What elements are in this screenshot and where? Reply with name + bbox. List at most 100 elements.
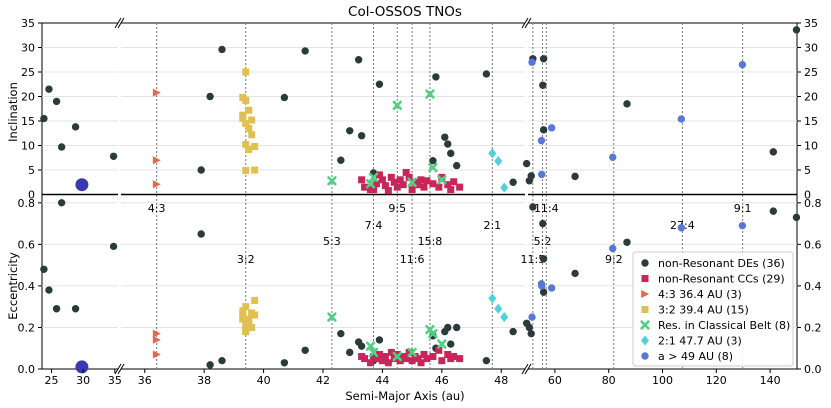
data-point bbox=[378, 176, 386, 184]
data-point bbox=[346, 127, 354, 135]
data-point bbox=[408, 357, 416, 365]
data-point bbox=[152, 156, 161, 165]
points-layer bbox=[40, 26, 801, 374]
data-point bbox=[375, 336, 384, 344]
xtick-label: 38 bbox=[197, 374, 211, 387]
axis-break-mark bbox=[114, 363, 125, 375]
data-point bbox=[437, 339, 447, 349]
data-point bbox=[152, 329, 161, 338]
ytick-label-top-left: 35 bbox=[21, 17, 35, 30]
data-point bbox=[537, 136, 546, 145]
data-point bbox=[248, 323, 256, 331]
data-point bbox=[407, 347, 417, 358]
data-point bbox=[327, 176, 337, 186]
data-point bbox=[52, 305, 61, 313]
data-point bbox=[242, 68, 250, 76]
data-point bbox=[365, 179, 376, 189]
data-point bbox=[547, 124, 556, 132]
data-point bbox=[370, 353, 377, 361]
data-point bbox=[452, 161, 461, 170]
data-point bbox=[450, 178, 458, 186]
data-point bbox=[539, 255, 548, 263]
data-point bbox=[367, 359, 375, 367]
resonance-label-5-3: 5:3 bbox=[323, 235, 341, 248]
data-point bbox=[429, 353, 437, 361]
ytick-label-bottom-left: 0.6 bbox=[18, 238, 36, 251]
resonance-label-9-2: 9:2 bbox=[605, 253, 623, 266]
xtick-label: 40 bbox=[257, 374, 271, 387]
data-point bbox=[792, 213, 801, 222]
resonance-label-3-2: 3:2 bbox=[237, 253, 255, 266]
data-point bbox=[239, 115, 247, 123]
legend-label: 3:2 39.4 AU (15) bbox=[658, 304, 749, 317]
data-point-large bbox=[75, 360, 89, 374]
data-point bbox=[509, 178, 517, 186]
ytick-label-bottom-right: 0.4 bbox=[804, 280, 822, 293]
data-point bbox=[769, 207, 778, 215]
data-point bbox=[429, 180, 437, 188]
data-point bbox=[251, 296, 259, 304]
data-point bbox=[450, 353, 458, 361]
data-point bbox=[792, 26, 801, 34]
data-point bbox=[528, 58, 536, 66]
data-point bbox=[109, 242, 118, 251]
data-point bbox=[420, 183, 428, 191]
data-point bbox=[539, 81, 547, 89]
data-point bbox=[571, 269, 579, 278]
ytick-label-top-left: 5 bbox=[28, 164, 35, 177]
legend: non-Resonant DEs (36) non-Resonant CCs (2… bbox=[632, 251, 794, 367]
ytick-label-top-right: 20 bbox=[804, 91, 818, 104]
data-point bbox=[197, 230, 205, 238]
data-point bbox=[301, 346, 309, 355]
ytick-label-top-left: 30 bbox=[21, 42, 35, 55]
data-point bbox=[539, 55, 548, 63]
data-point bbox=[375, 80, 384, 88]
ytick-label-top-right: 10 bbox=[804, 140, 818, 153]
data-point bbox=[396, 176, 404, 184]
data-point bbox=[444, 140, 452, 148]
data-point bbox=[539, 219, 547, 228]
data-point bbox=[414, 181, 422, 189]
data-point bbox=[242, 141, 250, 149]
xtick-label: 44 bbox=[375, 374, 389, 387]
resonance-label-11-4: 11:4 bbox=[534, 202, 559, 215]
data-point bbox=[239, 307, 247, 315]
data-point bbox=[375, 350, 383, 358]
data-point bbox=[417, 359, 425, 367]
legend-marker bbox=[641, 275, 649, 282]
data-point bbox=[218, 356, 226, 365]
data-point bbox=[337, 156, 345, 164]
data-point bbox=[417, 176, 425, 184]
resonance-label-9-1: 9:1 bbox=[734, 202, 752, 215]
data-point bbox=[452, 323, 461, 332]
resonance-label-15-8: 15:8 bbox=[418, 235, 443, 248]
xtick-label: 120 bbox=[706, 374, 727, 387]
data-point bbox=[435, 183, 443, 191]
resonance-label-9-5: 9:5 bbox=[388, 202, 406, 215]
data-point bbox=[447, 149, 455, 158]
data-point bbox=[528, 313, 536, 321]
data-point bbox=[438, 173, 446, 181]
data-point bbox=[346, 348, 354, 357]
data-point bbox=[57, 143, 66, 151]
xtick-label: 48 bbox=[494, 374, 508, 387]
resonance-label-11-6: 11:6 bbox=[400, 253, 425, 266]
data-point bbox=[527, 172, 535, 180]
ytick-label-bottom-right: 0.2 bbox=[804, 321, 822, 334]
legend-label: non-Resonant DEs (36) bbox=[658, 257, 785, 270]
data-point-large bbox=[75, 178, 89, 192]
data-point bbox=[423, 355, 431, 363]
x-axis-label: Semi-Major Axis (au) bbox=[345, 389, 464, 403]
legend-marker bbox=[641, 290, 650, 298]
axis-break-mark bbox=[114, 17, 125, 29]
data-point bbox=[358, 176, 366, 184]
data-point bbox=[357, 342, 366, 350]
data-point bbox=[539, 126, 548, 134]
resonance-label-11-5: 11:5 bbox=[520, 253, 545, 266]
data-point bbox=[425, 89, 435, 99]
data-point bbox=[242, 317, 250, 325]
y-axis-label-top: Inclination bbox=[6, 82, 20, 142]
data-point bbox=[494, 156, 503, 167]
data-point bbox=[456, 183, 464, 191]
ytick-label-bottom-left: 0.4 bbox=[18, 280, 36, 293]
